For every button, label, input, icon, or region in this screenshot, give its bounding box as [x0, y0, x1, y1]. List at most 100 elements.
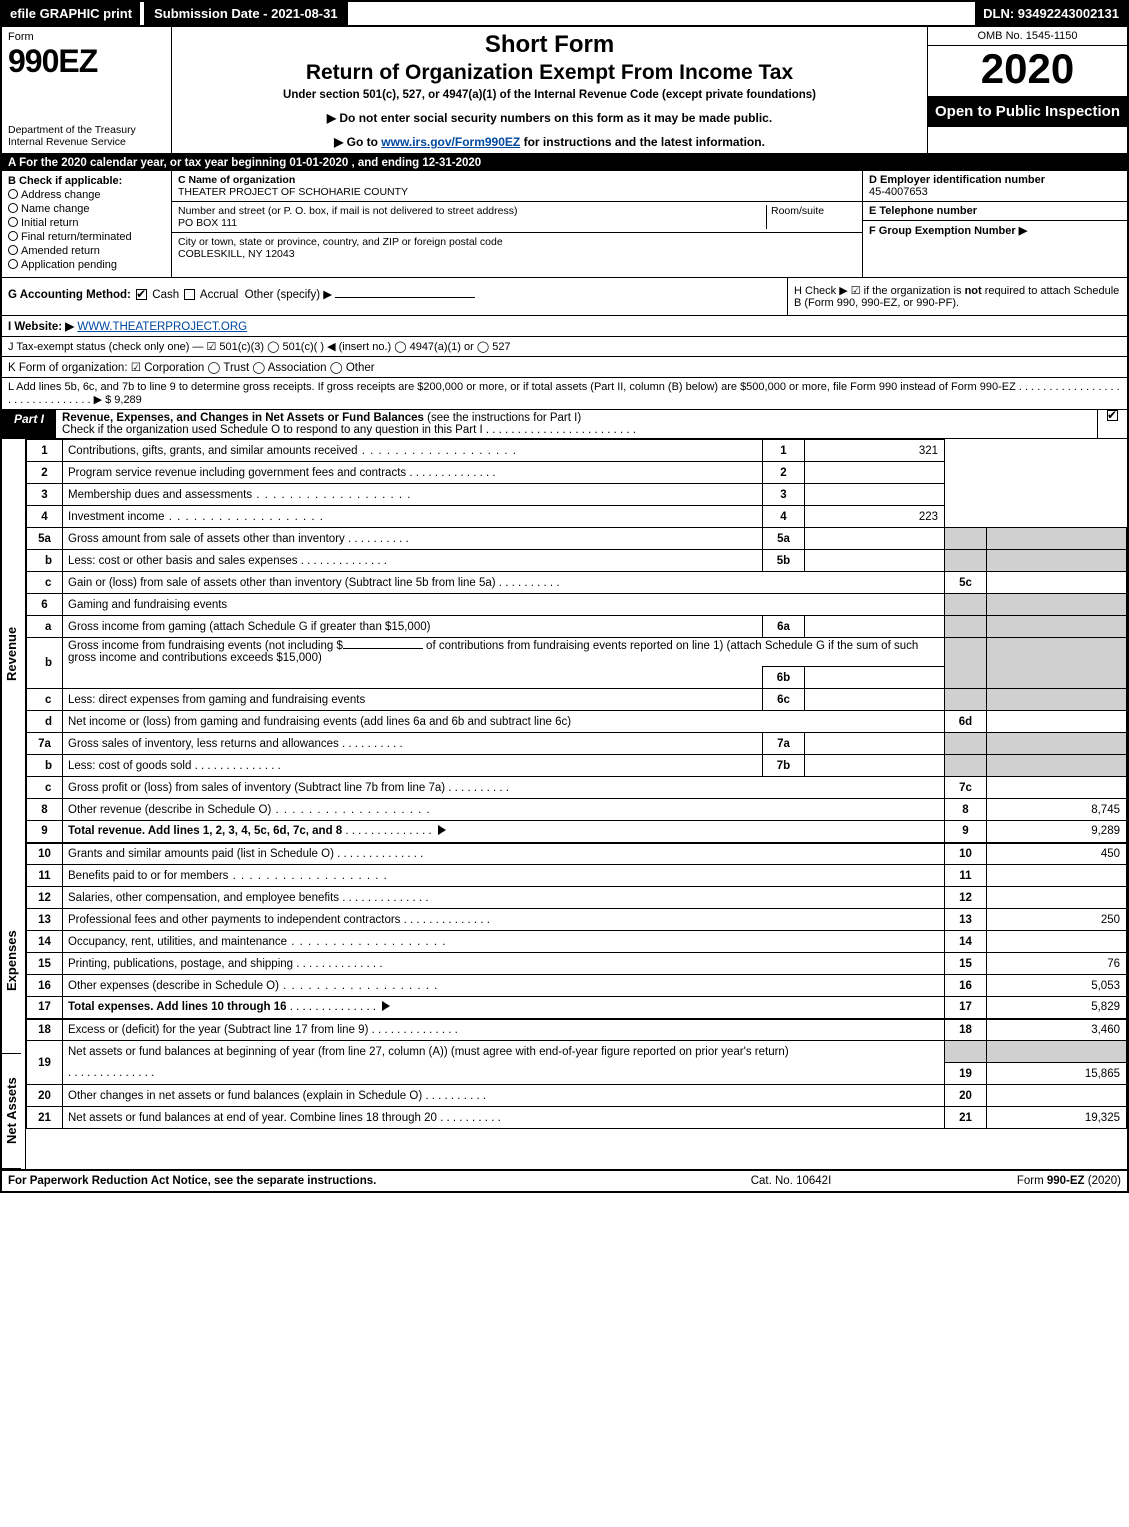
line-value: 9,289 [987, 821, 1127, 843]
table-row: 2Program service revenue including gover… [27, 462, 1127, 484]
line-rnum: 16 [945, 975, 987, 997]
org-city-cell: City or town, state or province, country… [172, 233, 862, 263]
table-row: 16Other expenses (describe in Schedule O… [27, 975, 1127, 997]
shade-cell [987, 755, 1127, 777]
cb-name-change[interactable]: Name change [8, 203, 165, 215]
form-word: Form [8, 31, 165, 43]
line-num: 21 [27, 1107, 63, 1129]
line-value: 76 [987, 953, 1127, 975]
circle-icon [8, 203, 18, 213]
row-l-gross-receipts: L Add lines 5b, 6c, and 7b to line 9 to … [2, 378, 1127, 410]
part-1-header: Part I Revenue, Expenses, and Changes in… [2, 410, 1127, 439]
shade-cell [945, 733, 987, 755]
table-row: bLess: cost of goods sold7b [27, 755, 1127, 777]
room-label: Room/suite [771, 205, 824, 217]
sub-num: 5a [763, 528, 805, 550]
line-num: 17 [27, 997, 63, 1019]
sub-num: 6a [763, 616, 805, 638]
cb-address-change[interactable]: Address change [8, 189, 165, 201]
line-desc: Grants and similar amounts paid (list in… [63, 843, 945, 865]
sub-num: 5b [763, 550, 805, 572]
line-a-tax-year: A For the 2020 calendar year, or tax yea… [2, 155, 1127, 171]
row-i-website: I Website: ▶ WWW.THEATERPROJECT.ORG [2, 316, 1127, 337]
form-page: efile GRAPHIC print Submission Date - 20… [0, 0, 1129, 1193]
part-1-badge: Part I [2, 410, 56, 438]
line-rnum: 6d [945, 711, 987, 733]
line-num: 1 [27, 440, 63, 462]
cb-application-pending[interactable]: Application pending [8, 259, 165, 271]
checkbox-schedule-o[interactable] [1107, 410, 1118, 421]
line-num: 5a [27, 528, 63, 550]
row-g-h: G Accounting Method: Cash Accrual Other … [2, 278, 1127, 316]
line-value: 3,460 [987, 1019, 1127, 1041]
sub-num: 6b [763, 667, 805, 689]
efile-print-button[interactable]: efile GRAPHIC print [2, 2, 140, 25]
checkbox-accrual[interactable] [184, 289, 195, 300]
line-desc: Gross amount from sale of assets other t… [63, 528, 763, 550]
checkbox-cash[interactable] [136, 289, 147, 300]
line-desc: Gross sales of inventory, less returns a… [63, 733, 763, 755]
acct-label: G Accounting Method: [8, 289, 131, 301]
vertical-section-labels: Revenue Expenses Net Assets [2, 439, 26, 1169]
shade-cell [987, 689, 1127, 711]
line-rnum: 19 [945, 1063, 987, 1085]
line-desc: Less: direct expenses from gaming and fu… [63, 689, 763, 711]
revenue-section-label: Revenue [2, 439, 21, 869]
column-b-checkboxes: B Check if applicable: Address change Na… [2, 171, 172, 277]
netassets-section-label: Net Assets [2, 1054, 21, 1169]
l-text: L Add lines 5b, 6c, and 7b to line 9 to … [8, 381, 1120, 406]
cb-initial-return[interactable]: Initial return [8, 217, 165, 229]
omb-number: OMB No. 1545-1150 [928, 27, 1127, 46]
cb-amended-return[interactable]: Amended return [8, 245, 165, 257]
ein-cell: D Employer identification number 45-4007… [863, 171, 1127, 202]
h-text1: H Check ▶ ☑ if the organization is [794, 285, 965, 297]
contrib-amount-input[interactable] [343, 648, 423, 649]
cb-final-return[interactable]: Final return/terminated [8, 231, 165, 243]
paperwork-notice: For Paperwork Reduction Act Notice, see … [8, 1175, 661, 1187]
line-desc: Total revenue. Add lines 1, 2, 3, 4, 5c,… [63, 821, 945, 843]
sub-val [805, 733, 945, 755]
cb-label: Final return/terminated [21, 231, 132, 243]
city-label: City or town, state or province, country… [178, 236, 503, 248]
line-num: 8 [27, 799, 63, 821]
part-1-body: Revenue Expenses Net Assets 1Contributio… [2, 439, 1127, 1169]
line-num: b [27, 755, 63, 777]
line-num: 7a [27, 733, 63, 755]
header-left: Form 990EZ Department of the Treasury In… [2, 27, 172, 153]
line-rnum: 1 [763, 440, 805, 462]
line-desc-cont [63, 1063, 945, 1085]
irs-link[interactable]: www.irs.gov/Form990EZ [381, 135, 520, 149]
line-rnum: 10 [945, 843, 987, 865]
dept-treasury: Department of the Treasury [8, 124, 136, 136]
ein-value: 45-4007653 [869, 186, 928, 198]
form-ref-pre: Form [1017, 1175, 1047, 1187]
shade-cell [945, 755, 987, 777]
line-num: 12 [27, 887, 63, 909]
website-link[interactable]: WWW.THEATERPROJECT.ORG [77, 321, 247, 333]
other-specify-input[interactable] [335, 297, 475, 298]
line-num: 3 [27, 484, 63, 506]
table-row: 12Salaries, other compensation, and empl… [27, 887, 1127, 909]
line-num: 11 [27, 865, 63, 887]
column-d-e-f: D Employer identification number 45-4007… [862, 171, 1127, 277]
cb-label: Name change [21, 203, 90, 215]
circle-icon [8, 259, 18, 269]
line-num: c [27, 572, 63, 594]
grp-label: F Group Exemption Number ▶ [869, 225, 1027, 237]
part-1-checkbox-cell [1097, 410, 1127, 438]
line-num: 2 [27, 462, 63, 484]
cb-label: Address change [21, 189, 101, 201]
h-right: H Check ▶ ☑ if the organization is not r… [787, 278, 1127, 315]
header-right: OMB No. 1545-1150 2020 Open to Public In… [927, 27, 1127, 153]
line-desc: Net income or (loss) from gaming and fun… [63, 711, 945, 733]
l-value: 9,289 [114, 394, 142, 406]
total-rev-text: Total revenue. Add lines 1, 2, 3, 4, 5c,… [68, 825, 342, 837]
sub-val [805, 616, 945, 638]
line-rnum: 5c [945, 572, 987, 594]
shade-cell [945, 1041, 987, 1063]
part-1-title-text: Revenue, Expenses, and Changes in Net As… [62, 412, 424, 424]
table-row: 19Net assets or fund balances at beginni… [27, 1041, 1127, 1063]
table-row: 11Benefits paid to or for members11 [27, 865, 1127, 887]
shade-cell [945, 616, 987, 638]
shade-cell [945, 689, 987, 711]
